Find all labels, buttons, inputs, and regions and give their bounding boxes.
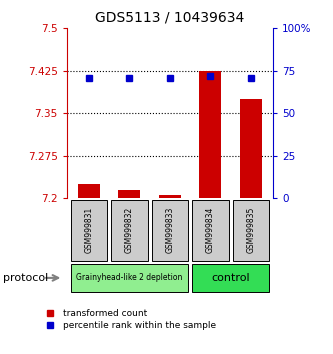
- Legend: transformed count, percentile rank within the sample: transformed count, percentile rank withi…: [38, 306, 220, 333]
- Bar: [192, 263, 269, 292]
- Bar: [78, 184, 100, 198]
- Bar: [118, 190, 141, 198]
- Text: GSM999835: GSM999835: [246, 207, 255, 253]
- Bar: [232, 200, 269, 261]
- Bar: [71, 263, 188, 292]
- Bar: [152, 200, 188, 261]
- Bar: [159, 195, 181, 198]
- Text: GSM999833: GSM999833: [165, 207, 174, 253]
- Text: GSM999831: GSM999831: [84, 207, 93, 253]
- Bar: [192, 200, 228, 261]
- Text: Grainyhead-like 2 depletion: Grainyhead-like 2 depletion: [76, 273, 182, 282]
- Bar: [240, 99, 262, 198]
- Text: control: control: [211, 273, 250, 283]
- Bar: [71, 200, 107, 261]
- Title: GDS5113 / 10439634: GDS5113 / 10439634: [95, 10, 244, 24]
- Text: GSM999832: GSM999832: [125, 207, 134, 253]
- Text: protocol: protocol: [3, 273, 49, 283]
- Text: GSM999834: GSM999834: [206, 207, 215, 253]
- Bar: [111, 200, 148, 261]
- Bar: [199, 71, 221, 198]
